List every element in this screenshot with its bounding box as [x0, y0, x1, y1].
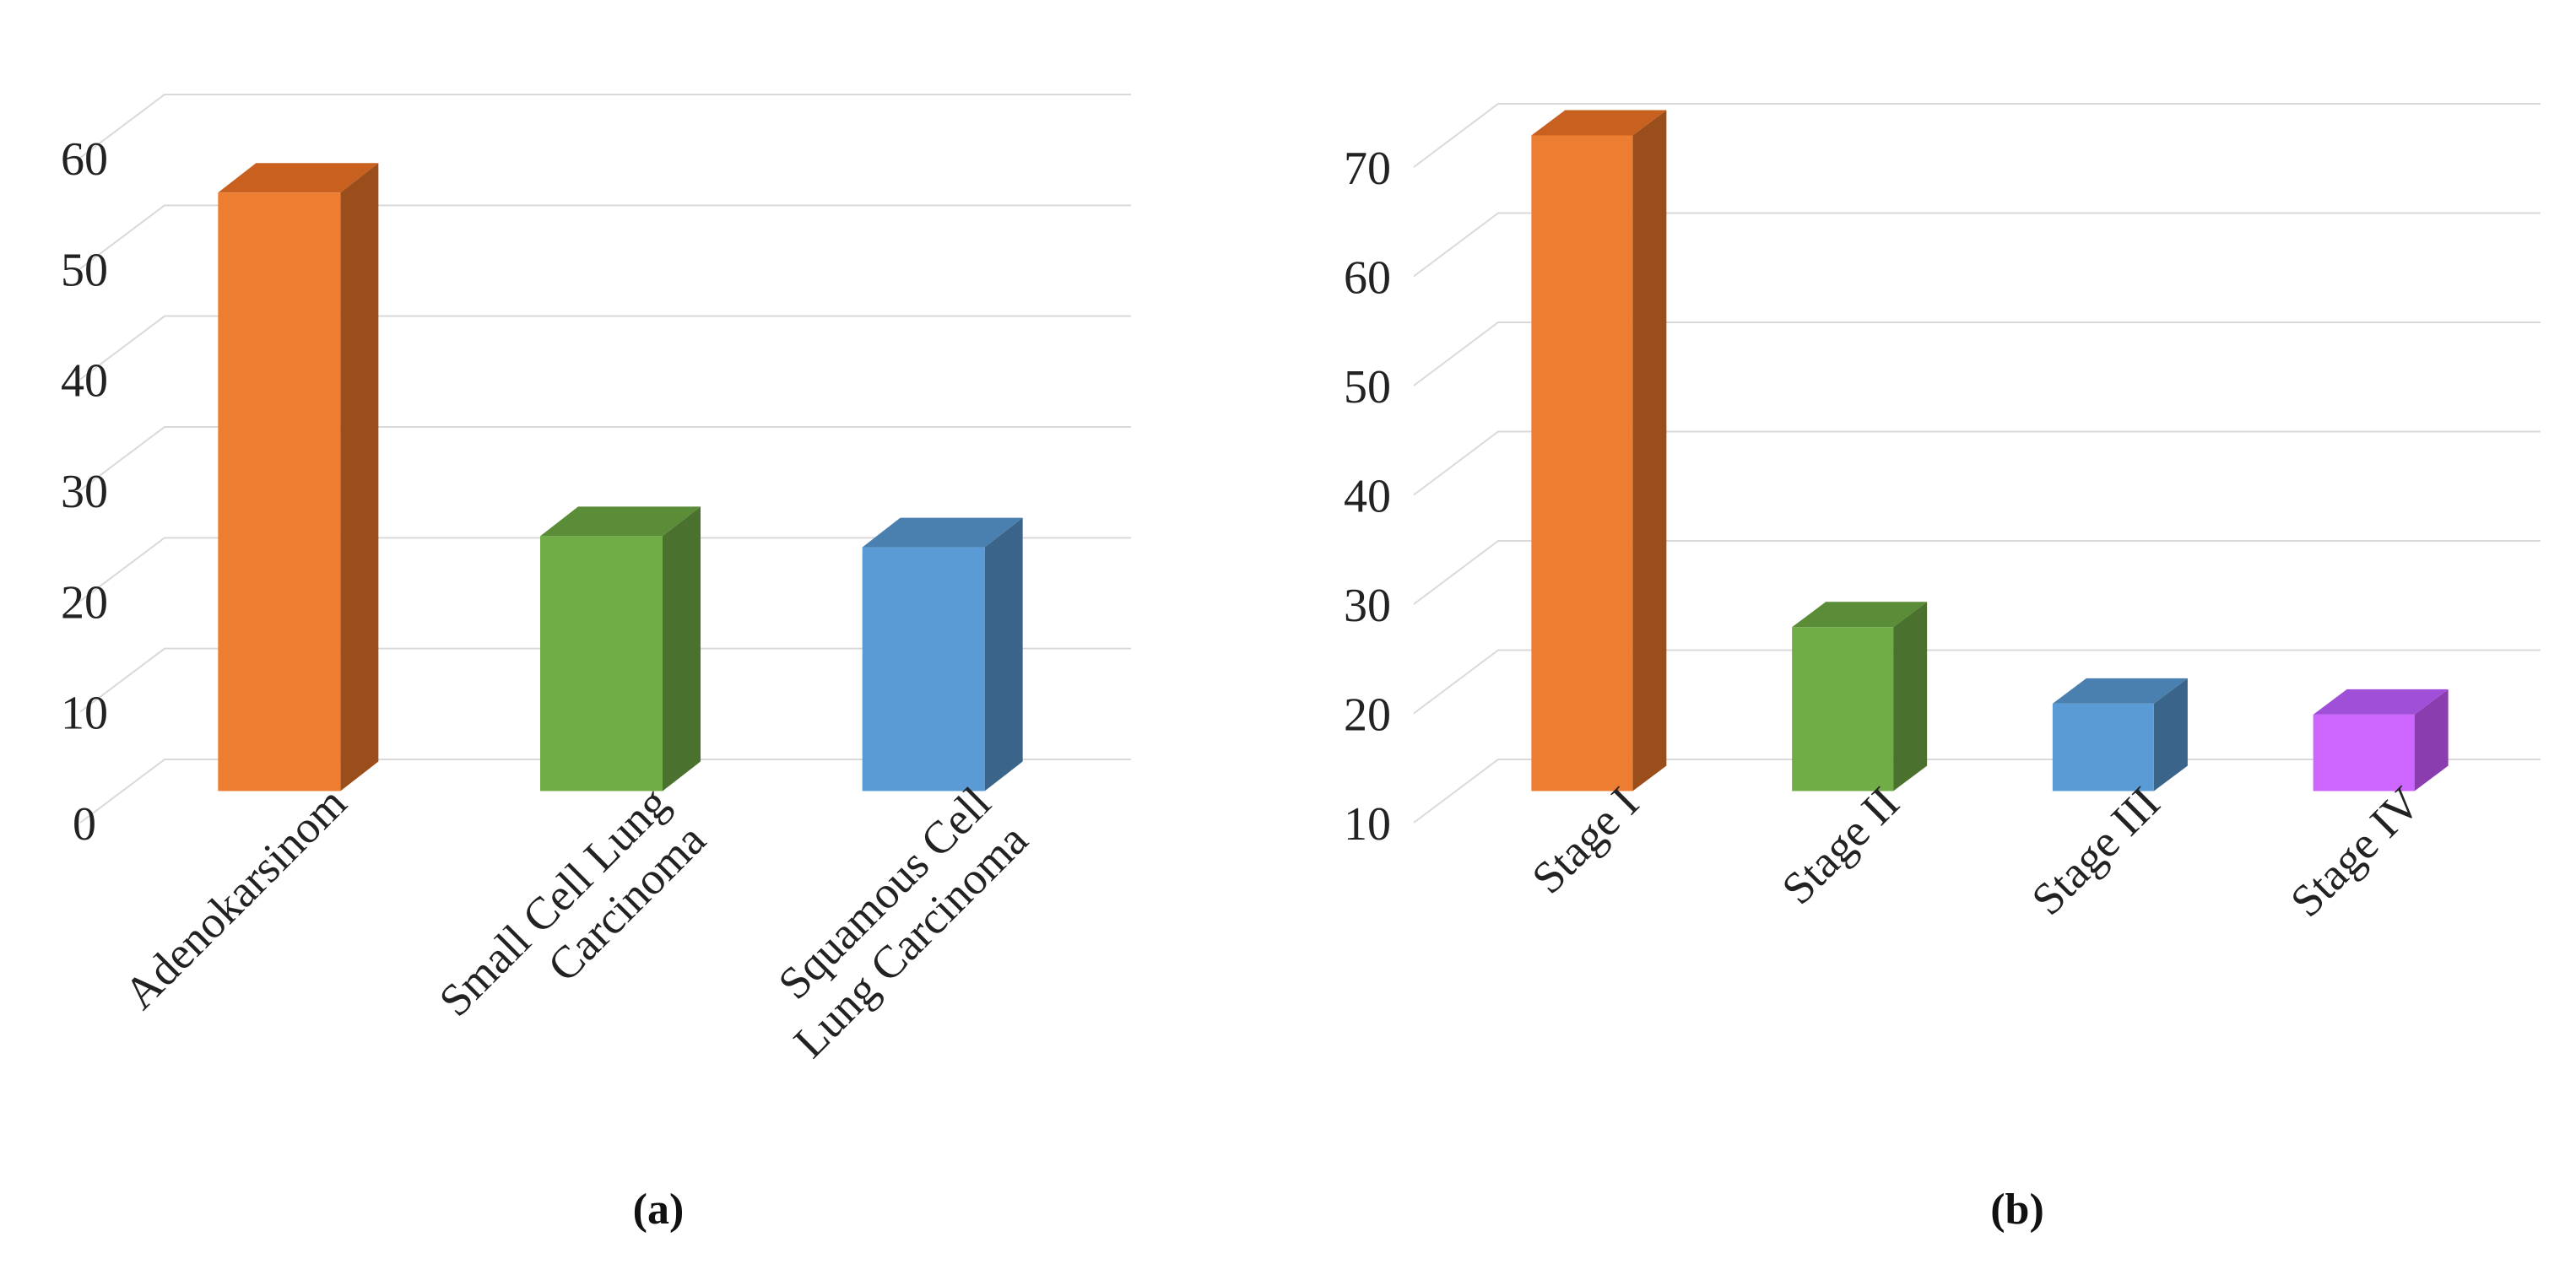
- bar-a-1: [540, 506, 701, 791]
- y-tick-b-5: 60: [1344, 252, 1391, 305]
- gridline-a-1: [79, 647, 1131, 713]
- gridline-a-3: [79, 426, 1131, 491]
- chart-a: 0 10 20 30 40 50 60 Adenokarsinom Small Cell Lun…: [61, 94, 1131, 1234]
- gridline-a-4: [79, 315, 1131, 381]
- y-tick-a-3: 30: [61, 466, 108, 518]
- bar-side-b-0: [1632, 110, 1667, 791]
- category-label-b-3: Stage IV: [2281, 777, 2430, 926]
- bar-front-b-0: [1531, 135, 1633, 791]
- panel-label-a: (a): [633, 1186, 685, 1234]
- bar-front-a-2: [862, 547, 985, 791]
- gridline-b-3: [1413, 430, 2541, 496]
- bar-side-a-0: [340, 163, 379, 791]
- category-label-line-b-2-0: Stage III: [2021, 777, 2169, 925]
- gridline-a-6: [79, 94, 1131, 159]
- bar-side-b-3: [2414, 689, 2449, 791]
- bar-b-0: [1531, 110, 1667, 791]
- gridline-a-2: [79, 537, 1131, 602]
- y-tick-b-1: 20: [1344, 689, 1391, 742]
- category-label-line-a-0-0: Adenokarsinom: [114, 777, 355, 1018]
- bar-a-2: [862, 517, 1023, 791]
- bar-a-0: [218, 163, 379, 791]
- category-label-line-b-0-0: Stage I: [1522, 777, 1648, 904]
- bar-side-b-1: [1893, 602, 1928, 791]
- bar-top-a-1: [540, 506, 701, 537]
- gridline-a-5: [79, 204, 1131, 270]
- category-label-b-0: Stage I: [1522, 777, 1648, 904]
- bar-top-b-3: [2313, 689, 2449, 715]
- bar-top-a-0: [218, 163, 379, 193]
- category-label-line-b-3-0: Stage IV: [2281, 777, 2430, 926]
- gridline-b-4: [1413, 321, 2541, 386]
- gridline-b-1: [1413, 649, 2541, 715]
- category-label-b-2: Stage III: [2021, 777, 2169, 925]
- y-tick-b-2: 30: [1344, 580, 1391, 632]
- bar-side-a-2: [984, 517, 1023, 791]
- bar-front-a-0: [218, 192, 341, 791]
- gridline-b-5: [1413, 212, 2541, 278]
- bar-front-b-1: [1792, 627, 1894, 791]
- y-tick-a-0: 0: [73, 798, 96, 851]
- chart-b: 10 20 30 40 50 60 70 Stage I Stage II Stage III St…: [1344, 103, 2541, 1234]
- panel-label-b: (b): [1990, 1186, 2044, 1234]
- bar-top-b-0: [1531, 110, 1667, 136]
- category-label-line-b-1-0: Stage II: [1772, 777, 1908, 914]
- bar-front-a-1: [540, 536, 663, 791]
- gridline-b-6: [1413, 103, 2541, 168]
- bar-b-1: [1792, 602, 1928, 791]
- category-label-a-0: Adenokarsinom: [114, 777, 355, 1018]
- gridline-a-0: [79, 759, 1131, 824]
- y-tick-a-4: 40: [61, 355, 108, 408]
- y-tick-a-1: 10: [61, 688, 108, 740]
- y-tick-a-2: 20: [61, 576, 108, 629]
- bar-b-3: [2313, 689, 2449, 791]
- bar-front-b-3: [2313, 714, 2415, 791]
- y-tick-b-0: 10: [1344, 798, 1391, 851]
- bar-front-b-2: [2052, 703, 2154, 791]
- bar-top-a-2: [862, 517, 1023, 548]
- bar-b-2: [2052, 678, 2188, 791]
- gridline-b-0: [1413, 759, 2541, 824]
- category-label-b-1: Stage II: [1772, 777, 1908, 914]
- category-label-a-2: Squamous CellLung Carcinoma: [747, 777, 1037, 1067]
- bar-top-b-2: [2052, 678, 2188, 704]
- y-tick-b-3: 40: [1344, 471, 1391, 523]
- y-tick-b-4: 50: [1344, 361, 1391, 413]
- y-tick-a-6: 60: [61, 133, 108, 186]
- bar-side-b-2: [2153, 678, 2188, 791]
- category-label-a-1: Small Cell LungCarcinoma: [430, 777, 716, 1063]
- bar-side-a-1: [663, 506, 701, 791]
- y-tick-a-5: 50: [61, 244, 108, 296]
- y-tick-b-6: 70: [1344, 143, 1391, 195]
- bar-top-b-1: [1792, 602, 1928, 628]
- gridline-b-2: [1413, 540, 2541, 605]
